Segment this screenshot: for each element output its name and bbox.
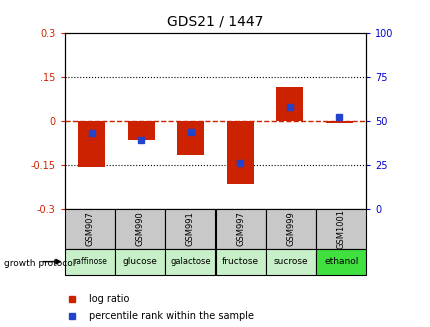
Text: glucose: glucose: [123, 257, 157, 266]
Text: GSM907: GSM907: [85, 212, 94, 246]
Title: GDS21 / 1447: GDS21 / 1447: [167, 15, 263, 29]
Text: ethanol: ethanol: [323, 257, 358, 266]
Bar: [315, 209, 366, 249]
Bar: [276, 87, 303, 121]
Text: sucrose: sucrose: [273, 257, 307, 266]
Text: galactose: galactose: [170, 257, 210, 266]
Bar: [64, 249, 115, 275]
Text: log ratio: log ratio: [89, 294, 129, 304]
Text: fructose: fructose: [221, 257, 258, 266]
Bar: [315, 249, 366, 275]
Bar: [64, 209, 115, 249]
Bar: [265, 209, 315, 249]
Text: growth protocol: growth protocol: [4, 259, 76, 268]
Bar: [165, 209, 215, 249]
Text: GSM990: GSM990: [135, 212, 144, 246]
Text: percentile rank within the sample: percentile rank within the sample: [89, 311, 253, 320]
Bar: [115, 209, 165, 249]
Bar: [127, 121, 154, 140]
Bar: [226, 121, 253, 184]
Text: GSM997: GSM997: [236, 212, 245, 246]
Text: GSM999: GSM999: [286, 212, 295, 246]
Bar: [215, 209, 265, 249]
Bar: [215, 249, 265, 275]
Bar: [325, 121, 352, 123]
Bar: [265, 249, 315, 275]
Bar: [177, 121, 204, 155]
Text: GSM1001: GSM1001: [336, 209, 345, 249]
Bar: [78, 121, 105, 167]
Text: GSM991: GSM991: [185, 212, 194, 246]
Bar: [165, 249, 215, 275]
Bar: [115, 249, 165, 275]
Text: raffinose: raffinose: [73, 257, 107, 266]
